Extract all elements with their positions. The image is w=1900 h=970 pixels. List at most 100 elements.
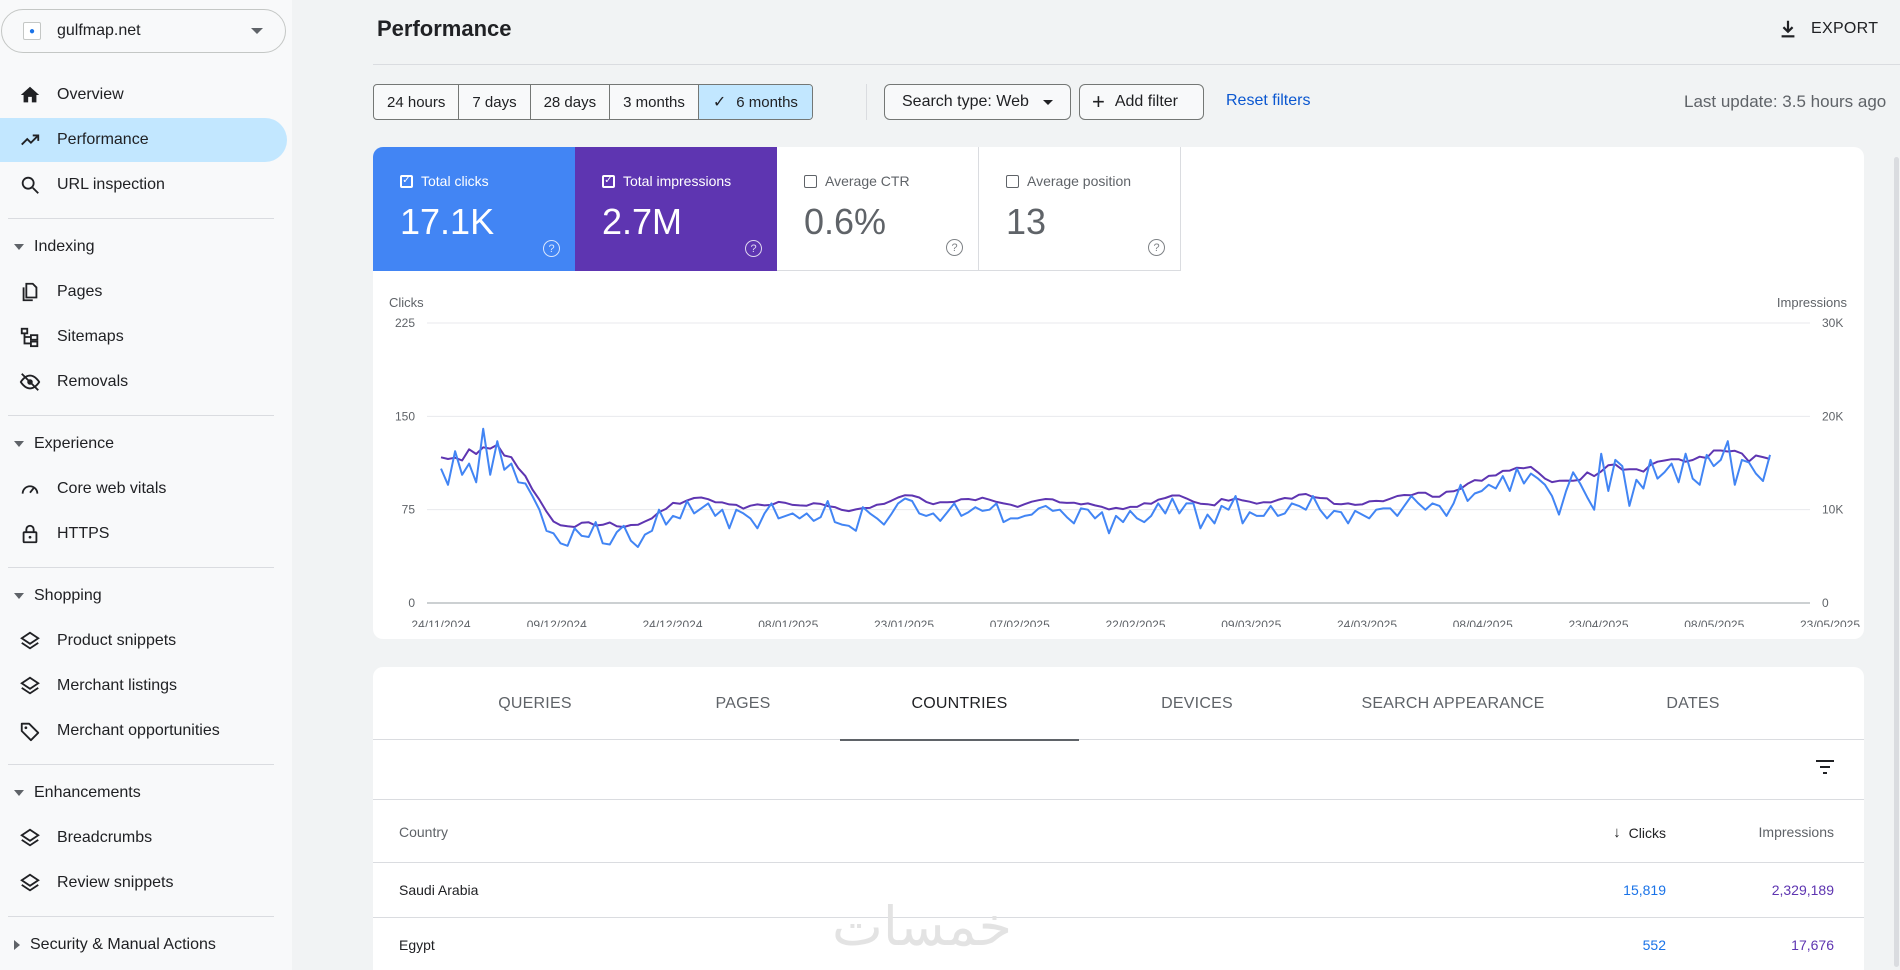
home-icon xyxy=(19,84,41,106)
layers-icon xyxy=(19,675,41,697)
eye-off-icon xyxy=(19,371,41,393)
export-button[interactable]: EXPORT xyxy=(1777,16,1878,42)
column-header-clicks[interactable]: ↓ Clicks xyxy=(1613,824,1666,841)
search-icon xyxy=(19,174,41,196)
sidebar-item-https[interactable]: HTTPS xyxy=(0,512,287,556)
date-range-7-days[interactable]: 7 days xyxy=(459,85,531,119)
checkbox-checked-icon[interactable]: ✓ xyxy=(602,174,615,188)
table-row[interactable]: Saudi Arabia 15,819 2,329,189 xyxy=(373,863,1864,918)
table-row[interactable]: Egypt 552 17,676 xyxy=(373,918,1864,970)
x-tick-label: 24/11/2024 xyxy=(411,618,470,627)
cell-impressions: 2,329,189 xyxy=(1771,882,1834,898)
date-range-28-days[interactable]: 28 days xyxy=(531,85,611,119)
help-icon[interactable]: ? xyxy=(745,240,762,257)
reset-filters-link[interactable]: Reset filters xyxy=(1226,92,1311,109)
y-tick-label-right: 30K xyxy=(1822,316,1843,330)
column-header-country[interactable]: Country xyxy=(399,824,449,840)
sidebar-section-shopping[interactable]: Shopping xyxy=(0,574,287,618)
y-tick-label-right: 20K xyxy=(1822,409,1843,423)
help-icon[interactable]: ? xyxy=(946,239,963,256)
metric-average-ctr[interactable]: Average CTR 0.6% ? xyxy=(777,147,979,271)
page-scrollbar[interactable] xyxy=(1893,147,1900,970)
caret-down-icon xyxy=(14,441,24,447)
x-tick-label: 24/12/2024 xyxy=(642,618,702,627)
property-name: gulfmap.net xyxy=(57,22,141,39)
sidebar-divider xyxy=(8,916,274,917)
help-icon[interactable]: ? xyxy=(1148,239,1165,256)
checkbox-unchecked-icon[interactable] xyxy=(1006,174,1019,188)
sidebar-item-sitemaps[interactable]: Sitemaps xyxy=(0,315,287,359)
sidebar-item-breadcrumbs[interactable]: Breadcrumbs xyxy=(0,816,287,860)
metric-total-clicks[interactable]: ✓ Total clicks 17.1K ? xyxy=(373,147,575,271)
section-label: Security & Manual Actions xyxy=(30,936,216,953)
column-header-impressions[interactable]: Impressions xyxy=(1758,824,1834,840)
sidebar-item-merchant-opportunities[interactable]: Merchant opportunities xyxy=(0,709,287,753)
cell-country: Saudi Arabia xyxy=(399,882,479,898)
sidebar-item-merchant-listings[interactable]: Merchant listings xyxy=(0,664,287,708)
x-tick-label: 23/01/2025 xyxy=(874,618,934,627)
x-tick-label: 22/02/2025 xyxy=(1105,618,1165,627)
sitemap-icon xyxy=(19,326,41,348)
sidebar-section-experience[interactable]: Experience xyxy=(0,422,287,466)
sidebar-item-label: Sitemaps xyxy=(57,328,124,345)
section-label: Shopping xyxy=(34,587,102,604)
date-range-6-months[interactable]: ✓ 6 months xyxy=(698,85,812,119)
performance-chart-card: ✓ Total clicks 17.1K ? ✓ Total impressions… xyxy=(373,147,1864,639)
x-tick-label: 07/02/2025 xyxy=(990,618,1050,627)
cell-country: Egypt xyxy=(399,937,435,953)
cell-clicks: 552 xyxy=(1642,937,1666,953)
sidebar-item-overview[interactable]: Overview xyxy=(0,73,287,117)
help-icon[interactable]: ? xyxy=(543,240,560,257)
section-label: Indexing xyxy=(34,238,95,255)
last-update-text: Last update: 3.5 hours ago xyxy=(1684,92,1887,111)
export-label: EXPORT xyxy=(1811,20,1879,37)
metric-value: 0.6% xyxy=(804,201,887,242)
metric-average-position[interactable]: Average position 13 ? xyxy=(979,147,1181,271)
tab-pages[interactable]: PAGES xyxy=(715,694,771,712)
plus-icon: + xyxy=(1092,89,1105,114)
sidebar-divider xyxy=(8,218,274,219)
sidebar-section-indexing[interactable]: Indexing xyxy=(0,225,287,269)
add-filter-button[interactable]: + Add filter xyxy=(1079,84,1204,120)
caret-right-icon xyxy=(14,940,20,950)
performance-line-chart[interactable]: Clicks Impressions 225 30K 150 20K 75 10K 0 0 24/1… xyxy=(373,297,1864,627)
sidebar-item-label: Review snippets xyxy=(57,874,174,891)
chevron-down-icon xyxy=(1042,99,1053,105)
filter-rows-icon[interactable] xyxy=(1813,755,1837,779)
y-tick-label-right: 0 xyxy=(1822,596,1829,610)
metric-label: Total clicks xyxy=(421,173,489,189)
tab-countries[interactable]: COUNTRIES xyxy=(840,667,1079,741)
header-divider xyxy=(373,64,1900,65)
sidebar-item-label: Merchant opportunities xyxy=(57,722,220,739)
tab-queries[interactable]: QUERIES xyxy=(498,694,572,712)
property-selector[interactable]: ● gulfmap.net xyxy=(1,9,286,53)
caret-down-icon xyxy=(14,790,24,796)
date-range-3-months[interactable]: 3 months xyxy=(610,85,699,119)
metric-label: Average position xyxy=(1027,173,1132,189)
checkbox-unchecked-icon[interactable] xyxy=(804,174,817,188)
checkbox-checked-icon[interactable]: ✓ xyxy=(400,174,413,188)
sidebar-item-review-snippets[interactable]: Review snippets xyxy=(0,861,287,905)
sidebar-item-pages[interactable]: Pages xyxy=(0,270,287,314)
tab-devices[interactable]: DEVICES xyxy=(1161,694,1233,712)
download-icon xyxy=(1781,20,1795,38)
tag-icon xyxy=(19,720,41,742)
watermark-logo: خمسات xyxy=(832,895,1013,958)
cell-clicks: 15,819 xyxy=(1623,882,1666,898)
tab-search-appearance[interactable]: SEARCH APPEARANCE xyxy=(1361,694,1545,712)
sidebar-item-performance[interactable]: Performance xyxy=(0,118,287,162)
sidebar-item-core-web-vitals[interactable]: Core web vitals xyxy=(0,467,287,511)
sidebar-item-removals[interactable]: Removals xyxy=(0,360,287,404)
date-range-24-hours[interactable]: 24 hours xyxy=(374,85,460,119)
sidebar-item-url-inspection[interactable]: URL inspection xyxy=(0,163,287,207)
search-type-dropdown[interactable]: Search type: Web xyxy=(884,84,1071,120)
sidebar-section-enhancements[interactable]: Enhancements xyxy=(0,771,287,815)
metric-total-impressions[interactable]: ✓ Total impressions 2.7M ? xyxy=(575,147,777,271)
x-tick-label: 23/05/2025 xyxy=(1800,618,1860,627)
sidebar-section-security[interactable]: Security & Manual Actions xyxy=(0,923,287,967)
series-line-clicks xyxy=(440,427,1771,548)
sidebar-item-product-snippets[interactable]: Product snippets xyxy=(0,619,287,663)
filter-divider xyxy=(866,84,867,120)
sidebar-item-label: Performance xyxy=(57,131,149,148)
tab-dates[interactable]: DATES xyxy=(1666,694,1720,712)
